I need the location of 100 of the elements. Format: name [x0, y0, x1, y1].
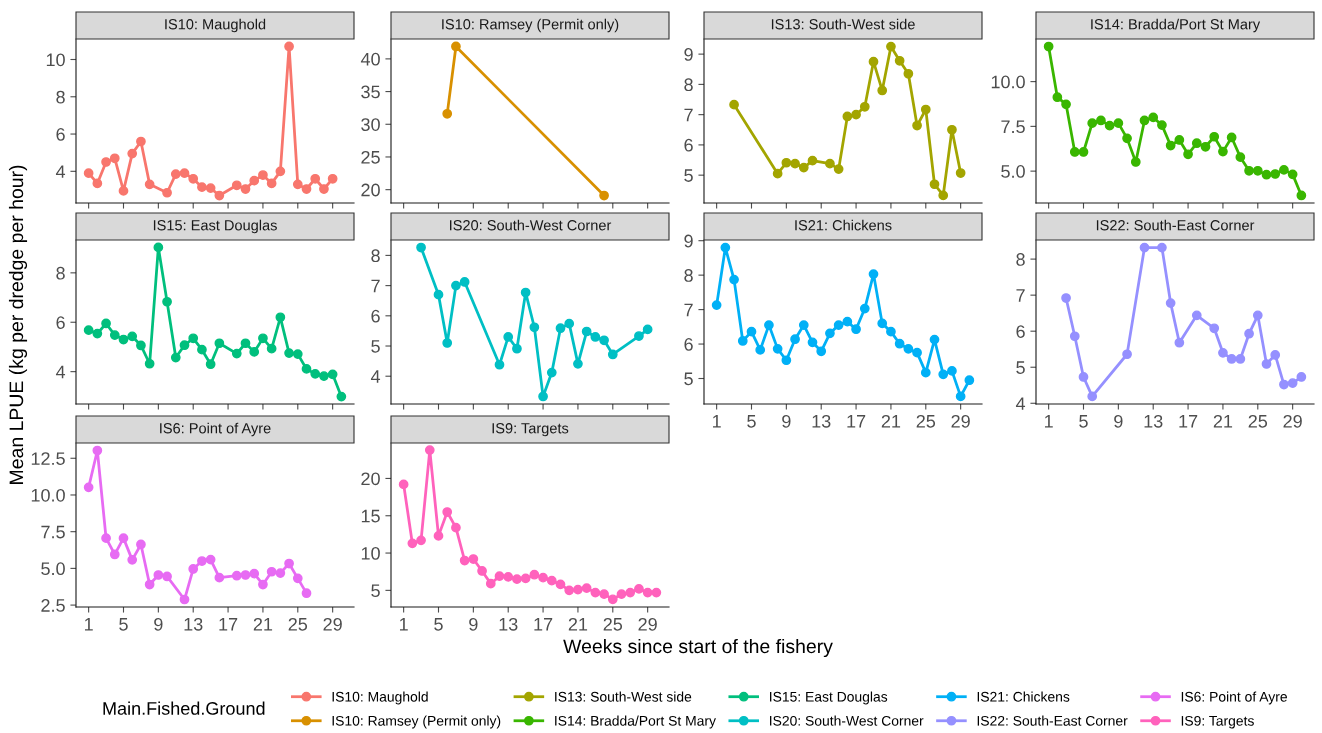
- point: [798, 320, 809, 330]
- x-tick-label: 5: [434, 618, 443, 631]
- point: [512, 343, 522, 354]
- point: [144, 358, 155, 369]
- y-tick-label: 5: [371, 340, 380, 353]
- point: [214, 572, 225, 583]
- point: [459, 555, 470, 566]
- point: [179, 168, 190, 179]
- point: [144, 179, 155, 190]
- y-tick-label: 8: [684, 269, 693, 282]
- chart-title: IS10: Ramsey (Permit only): [442, 18, 619, 33]
- point: [118, 334, 129, 345]
- point: [284, 41, 294, 52]
- point: [546, 575, 557, 586]
- point: [546, 367, 557, 378]
- point: [292, 349, 303, 359]
- point: [101, 533, 111, 544]
- point: [83, 482, 94, 493]
- point: [590, 332, 601, 342]
- point: [136, 539, 146, 550]
- point: [153, 570, 164, 580]
- point: [642, 324, 653, 335]
- x-tick-label: 25: [1248, 414, 1268, 428]
- point: [170, 352, 181, 363]
- point: [266, 566, 277, 577]
- chart-title: IS6: Point of Ayre: [160, 422, 271, 437]
- point: [737, 336, 748, 346]
- point: [92, 445, 103, 456]
- point: [1165, 298, 1176, 308]
- point: [938, 190, 949, 201]
- point: [538, 391, 548, 402]
- y-tick-label: 9: [684, 234, 693, 248]
- point: [938, 369, 949, 380]
- point: [258, 170, 268, 180]
- chart-title: IS10: Maughold: [165, 18, 266, 33]
- chart-title: IS20: South-West Corner: [450, 219, 612, 231]
- point: [781, 157, 792, 168]
- point: [188, 333, 199, 344]
- x-tick-label: 9: [1114, 414, 1123, 428]
- point: [842, 111, 853, 122]
- point: [101, 318, 111, 329]
- point: [1087, 391, 1098, 402]
- point: [301, 364, 312, 374]
- point: [772, 344, 783, 354]
- y-tick-label: 7: [684, 108, 693, 122]
- point: [83, 325, 94, 336]
- legend-label: IS9: Targets: [1181, 715, 1254, 729]
- y-tick-label: 6: [684, 138, 693, 152]
- y-tick-label: 4: [55, 165, 66, 178]
- legend-label: IS21: Chickens: [977, 691, 1070, 702]
- point: [503, 572, 514, 582]
- point: [398, 479, 409, 490]
- point: [310, 369, 321, 379]
- point: [851, 109, 861, 120]
- point: [868, 269, 879, 279]
- y-tick-label: 6: [1016, 325, 1025, 338]
- point: [275, 166, 286, 177]
- legend-label: IS20: South-West Corner: [770, 715, 924, 726]
- point: [197, 556, 207, 566]
- legend-label: IS6: Point of Ayre: [1181, 691, 1287, 705]
- y-tick-label: 25: [361, 150, 380, 164]
- point: [746, 326, 757, 337]
- y-tick-label: 2.5: [41, 599, 65, 612]
- y-tick-label: 8: [1016, 253, 1025, 266]
- point: [258, 579, 268, 590]
- point: [1087, 118, 1098, 129]
- point: [1069, 331, 1080, 342]
- point: [1287, 378, 1298, 388]
- point: [1218, 347, 1228, 358]
- point: [188, 173, 199, 184]
- y-tick-label: 30: [361, 118, 380, 131]
- point: [1200, 141, 1211, 152]
- x-tick-label: 21: [881, 414, 901, 428]
- point: [83, 168, 94, 179]
- point: [955, 168, 966, 178]
- point: [729, 99, 739, 110]
- point: [197, 182, 207, 193]
- point: [529, 569, 540, 580]
- point: [494, 571, 505, 582]
- x-tick-label: 21: [1213, 414, 1233, 428]
- point: [886, 41, 896, 52]
- point: [607, 594, 618, 605]
- x-tick-label: 29: [1283, 414, 1302, 428]
- point: [955, 391, 966, 402]
- point: [520, 573, 531, 584]
- point: [214, 338, 225, 349]
- point: [258, 333, 268, 344]
- point: [1270, 169, 1281, 179]
- point: [336, 391, 347, 402]
- point: [798, 162, 809, 173]
- point: [886, 326, 896, 337]
- point: [1183, 149, 1193, 160]
- y-tick-label: 10.0: [31, 488, 65, 502]
- chart-title: IS9: Targets: [492, 423, 569, 437]
- point: [772, 168, 783, 179]
- chart-title: IS21: Chickens: [795, 219, 892, 231]
- point: [903, 68, 914, 79]
- point: [1052, 92, 1063, 103]
- x-tick-label: 21: [568, 617, 588, 631]
- point: [781, 355, 792, 366]
